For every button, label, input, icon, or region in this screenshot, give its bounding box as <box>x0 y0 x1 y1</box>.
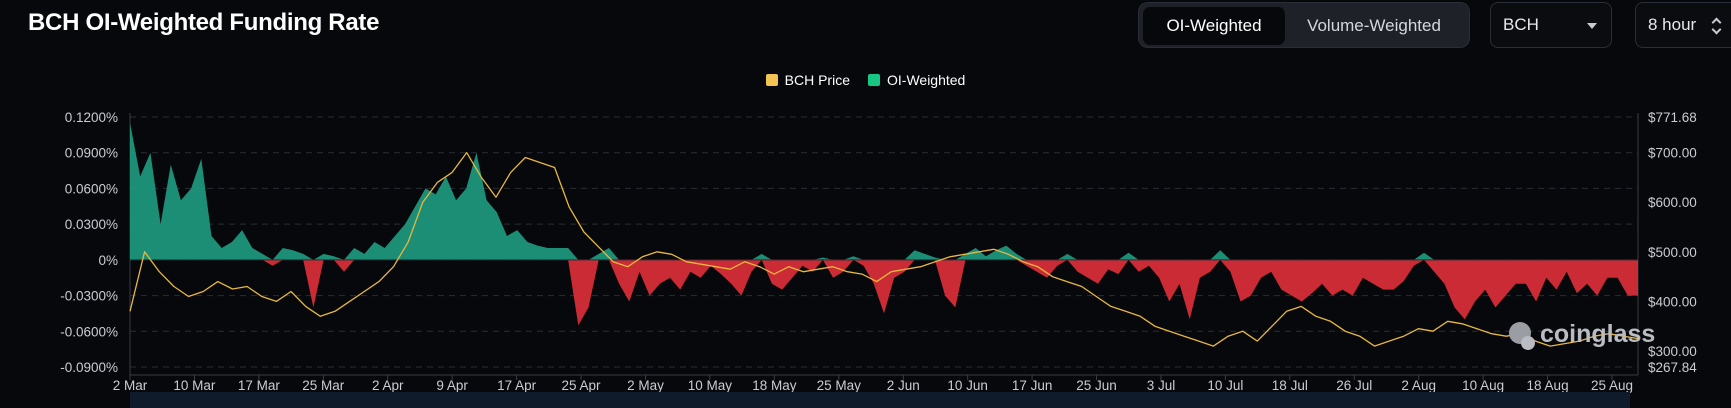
y-right-tick-label: $600.00 <box>1648 195 1697 210</box>
oi-weighted-tab[interactable]: OI-Weighted <box>1143 7 1285 45</box>
y-left-tick-label: 0.1200% <box>65 110 118 125</box>
x-tick-label: 17 Jun <box>1012 378 1053 393</box>
coin-select[interactable]: BCH <box>1490 2 1612 48</box>
x-tick-label: 9 Apr <box>436 378 468 393</box>
legend-item-bch-price[interactable]: BCH Price <box>765 72 850 88</box>
chart-legend: BCH Price OI-Weighted <box>0 72 1731 88</box>
y-right-tick-label: $400.00 <box>1648 294 1697 309</box>
y-right-tick-label: $771.68 <box>1648 110 1697 125</box>
watermark: coinglass <box>1540 320 1655 348</box>
x-tick-label: 2 Apr <box>372 378 404 393</box>
x-tick-label: 18 Aug <box>1527 378 1569 393</box>
y-right-tick-label: $267.84 <box>1648 360 1697 375</box>
x-tick-label: 25 Aug <box>1591 378 1633 393</box>
x-tick-label: 2 Aug <box>1401 378 1436 393</box>
y-left-tick-label: 0% <box>98 253 118 268</box>
x-tick-label: 2 Jun <box>887 378 920 393</box>
series-bch-price-line <box>129 151 1639 347</box>
x-tick-label: 10 May <box>688 378 733 393</box>
x-tick-label: 25 Jun <box>1076 378 1117 393</box>
chart-scroll-strip[interactable] <box>130 392 1630 408</box>
legend-item-oi-weighted[interactable]: OI-Weighted <box>868 72 965 88</box>
x-tick-label: 18 Jul <box>1272 378 1308 393</box>
x-tick-label: 25 Mar <box>302 378 345 393</box>
x-tick-label: 3 Jul <box>1147 378 1176 393</box>
y-left-tick-label: -0.0900% <box>60 360 118 375</box>
interval-select-value: 8 hour <box>1648 15 1697 34</box>
volume-weighted-tab[interactable]: Volume-Weighted <box>1307 16 1441 35</box>
y-left-tick-label: 0.0300% <box>65 217 118 232</box>
legend-swatch-oi <box>868 74 880 86</box>
series-oi-positive-area <box>130 123 1638 260</box>
x-tick-label: 17 Mar <box>238 378 281 393</box>
x-tick-label: 25 Apr <box>562 378 602 393</box>
y-left-tick-label: -0.0300% <box>60 289 118 304</box>
y-left-tick-label: -0.0600% <box>60 324 118 339</box>
x-tick-label: 10 Mar <box>173 378 216 393</box>
y-right-tick-label: $700.00 <box>1648 146 1697 161</box>
coinglass-logo-icon-accent <box>1521 336 1535 350</box>
legend-swatch-price <box>765 74 778 86</box>
chevron-down-icon <box>1587 23 1597 29</box>
x-tick-label: 10 Aug <box>1462 378 1504 393</box>
x-tick-label: 2 May <box>627 378 664 393</box>
page-title: BCH OI-Weighted Funding Rate <box>28 9 380 36</box>
x-tick-label: 26 Jul <box>1336 378 1372 393</box>
y-right-tick-label: $500.00 <box>1648 245 1697 260</box>
series-oi-negative-area <box>130 259 1638 326</box>
interval-select[interactable]: 8 hour <box>1635 2 1731 48</box>
legend-label-price: BCH Price <box>784 72 850 88</box>
x-tick-label: 10 Jul <box>1207 378 1243 393</box>
x-tick-label: 2 Mar <box>113 378 148 393</box>
x-tick-label: 17 Apr <box>497 378 537 393</box>
y-right-tick-label: $300.00 <box>1648 344 1697 359</box>
coin-select-value: BCH <box>1503 15 1539 34</box>
x-tick-label: 25 May <box>817 378 862 393</box>
legend-label-oi: OI-Weighted <box>887 72 966 88</box>
x-tick-label: 18 May <box>752 378 797 393</box>
weighting-toggle: OI-Weighted Volume-Weighted <box>1138 2 1470 48</box>
y-left-tick-label: 0.0900% <box>65 146 118 161</box>
x-tick-label: 10 Jun <box>947 378 988 393</box>
y-left-tick-label: 0.0600% <box>65 181 118 196</box>
